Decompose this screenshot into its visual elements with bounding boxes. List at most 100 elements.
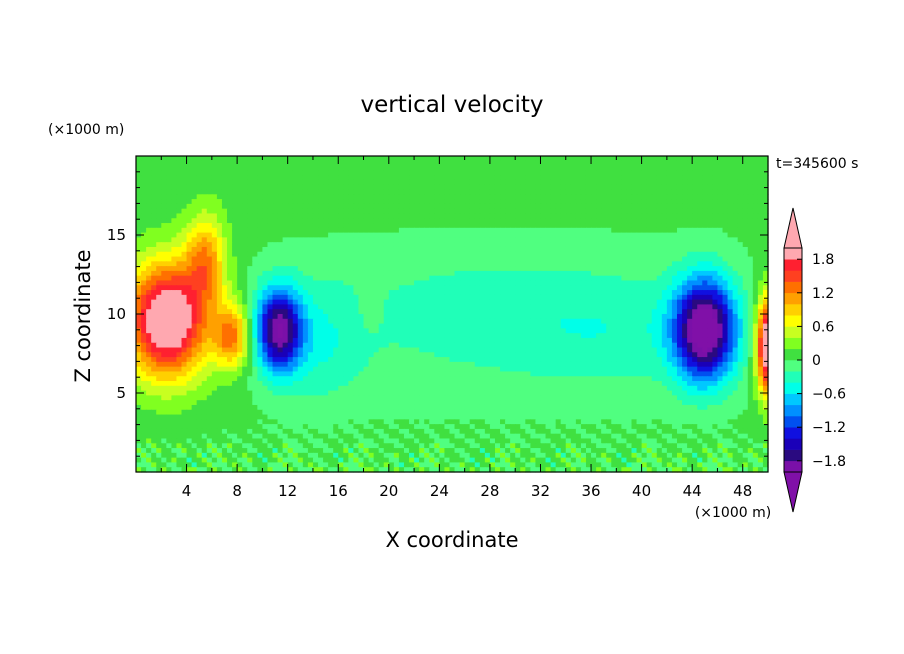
heatmap-cell — [732, 223, 739, 229]
heatmap-cell — [176, 189, 183, 195]
heatmap-cell — [449, 323, 456, 329]
heatmap-cell — [434, 290, 440, 296]
heatmap-cell — [692, 266, 698, 272]
heatmap-cell — [307, 246, 314, 253]
heatmap-cell — [550, 203, 557, 210]
heatmap-cell — [676, 256, 683, 262]
heatmap-cell — [565, 232, 572, 238]
heatmap-cell — [444, 213, 451, 219]
heatmap-cell — [201, 328, 208, 334]
heatmap-cell — [206, 342, 213, 349]
heatmap-cell — [156, 199, 162, 205]
heatmap-cell — [656, 218, 663, 224]
heatmap-cell — [651, 285, 658, 291]
heatmap-cell — [161, 318, 167, 325]
heatmap-cell — [338, 208, 344, 215]
heatmap-cell — [282, 342, 289, 349]
heatmap-cell — [494, 194, 501, 200]
heatmap-cell — [398, 275, 405, 282]
heatmap-cell — [479, 342, 486, 349]
heatmap-cell — [651, 323, 658, 329]
heatmap-cell — [419, 199, 425, 205]
heatmap-cell — [196, 333, 203, 339]
heatmap-cell — [560, 318, 567, 325]
heatmap-cell — [338, 270, 344, 277]
heatmap-cell — [752, 294, 759, 301]
heatmap-cell — [550, 280, 557, 286]
heatmap-cell — [242, 285, 248, 291]
heatmap-cell — [747, 290, 754, 296]
heatmap-cell — [227, 342, 233, 349]
heatmap-cell — [626, 333, 633, 339]
heatmap-cell — [616, 208, 622, 215]
heatmap-cell — [489, 304, 496, 310]
heatmap-cell — [484, 294, 491, 301]
heatmap-cell — [732, 179, 739, 186]
heatmap-cell — [328, 218, 334, 224]
heatmap-cell — [333, 333, 339, 339]
heatmap-cell — [302, 275, 309, 282]
heatmap-cell — [601, 194, 607, 200]
heatmap-cell — [414, 270, 420, 277]
heatmap-cell — [580, 333, 587, 339]
heatmap-cell — [338, 256, 344, 262]
heatmap-cell — [338, 280, 344, 286]
heatmap-cell — [464, 280, 471, 286]
heatmap-cell — [136, 237, 142, 243]
heatmap-cell — [656, 223, 663, 229]
heatmap-cell — [368, 261, 375, 267]
heatmap-cell — [353, 270, 360, 277]
heatmap-cell — [707, 156, 713, 162]
heatmap-cell — [505, 237, 511, 243]
heatmap-cell — [373, 309, 380, 315]
heatmap-cell — [611, 227, 617, 234]
heatmap-cell — [368, 251, 375, 258]
heatmap-cell — [312, 175, 319, 181]
heatmap-cell — [757, 261, 764, 267]
heatmap-cell — [363, 175, 370, 181]
heatmap-cell — [216, 194, 223, 200]
heatmap-cell — [151, 189, 157, 195]
heatmap-cell — [484, 337, 491, 344]
heatmap-cell — [277, 184, 284, 191]
heatmap-field — [136, 156, 769, 473]
heatmap-cell — [525, 165, 531, 171]
heatmap-cell — [646, 189, 653, 195]
heatmap-cell — [323, 318, 329, 325]
heatmap-cell — [651, 266, 658, 272]
heatmap-cell — [535, 323, 542, 329]
heatmap-cell — [429, 323, 435, 329]
heatmap-cell — [272, 199, 279, 205]
heatmap-cell — [323, 184, 329, 191]
heatmap-cell — [181, 165, 188, 171]
heatmap-cell — [393, 208, 400, 215]
heatmap-cell — [631, 294, 638, 301]
heatmap-cell — [565, 213, 572, 219]
heatmap-cell — [631, 256, 638, 262]
heatmap-cell — [439, 323, 446, 329]
heatmap-cell — [631, 275, 638, 282]
heatmap-cell — [560, 184, 567, 191]
heatmap-cell — [333, 270, 339, 277]
heatmap-cell — [601, 294, 607, 301]
heatmap-cell — [500, 275, 506, 282]
heatmap-cell — [206, 304, 213, 310]
heatmap-cell — [358, 218, 365, 224]
heatmap-cell — [409, 323, 415, 329]
heatmap-cell — [697, 333, 703, 339]
heatmap-cell — [196, 184, 203, 191]
heatmap-cell — [747, 184, 754, 191]
heatmap-cell — [687, 156, 693, 162]
heatmap-cell — [692, 251, 698, 258]
heatmap-cell — [221, 237, 228, 243]
heatmap-cell — [277, 342, 284, 349]
heatmap-cell — [141, 314, 147, 320]
heatmap-cell — [221, 266, 228, 272]
heatmap-cell — [596, 266, 602, 272]
heatmap-cell — [181, 299, 188, 306]
heatmap-cell — [171, 285, 178, 291]
heatmap-cell — [692, 227, 698, 234]
heatmap-cell — [297, 199, 304, 205]
heatmap-cell — [550, 285, 557, 291]
heatmap-cell — [398, 285, 405, 291]
